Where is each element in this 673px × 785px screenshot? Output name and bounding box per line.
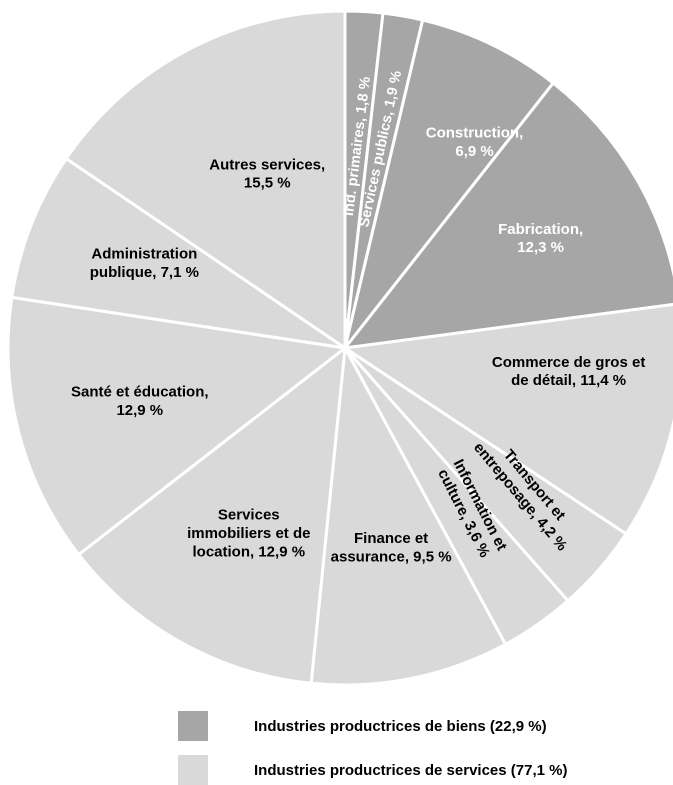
- pie-slice: [76, 344, 347, 685]
- slice-label: Commerce de gros et de détail, 11,4 %: [492, 354, 645, 389]
- slice-label: Administration publique, 7,1 %: [90, 246, 199, 281]
- pie-slice: [64, 9, 347, 351]
- pie-slice: [309, 342, 508, 687]
- pie-slice: [10, 156, 346, 350]
- slice-label: Santé et éducation, 12,9 %: [71, 384, 209, 419]
- slice-label: Services immobiliers et de location, 12,9 …: [187, 507, 310, 561]
- pie-slice: [341, 80, 673, 350]
- pie-slice: [6, 295, 349, 557]
- slice-label: Autres services, 15,5 %: [209, 156, 325, 191]
- legend-swatch-goods: [178, 711, 208, 741]
- legend-label-goods: Industries productrices de biens (22,9 %…: [254, 717, 547, 735]
- legend-swatch-services: [178, 755, 208, 785]
- pie-slice: [340, 302, 673, 536]
- slice-label: Fabrication, 12,3 %: [498, 221, 583, 256]
- pie-slice: [343, 18, 556, 349]
- legend-item-goods: Industries productrices de biens (22,9 %…: [178, 711, 547, 741]
- slice-label: Construction, 6,9 %: [426, 125, 524, 160]
- legend-label-services: Industries productrices de services (77,…: [254, 761, 568, 779]
- legend-item-services: Industries productrices de services (77,…: [178, 755, 567, 785]
- slice-label: Finance et assurance, 9,5 %: [331, 530, 452, 565]
